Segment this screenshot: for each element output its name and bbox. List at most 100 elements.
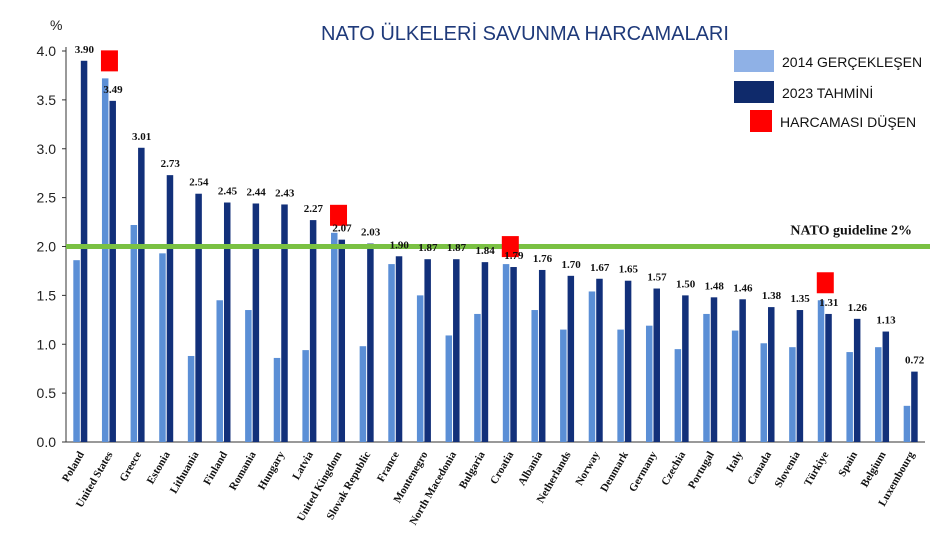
value-label: 1.46 xyxy=(733,282,753,294)
category-label: Türkiye xyxy=(802,449,831,488)
value-label: 1.26 xyxy=(848,302,868,314)
value-label: 1.13 xyxy=(876,315,896,327)
bar-2023 xyxy=(596,278,603,442)
y-tick-label: 0.5 xyxy=(37,385,57,401)
category-label: Germany xyxy=(627,449,660,494)
value-label: 1.57 xyxy=(647,272,667,284)
value-label: 3.01 xyxy=(132,131,151,143)
value-label: 1.67 xyxy=(590,262,610,274)
category-label: Estonia xyxy=(145,449,173,486)
legend-label: HARCAMASI DÜŞEN xyxy=(780,113,916,130)
value-label: 1.70 xyxy=(561,259,581,271)
category-label: Poland xyxy=(60,450,87,485)
y-tick-label: 2.5 xyxy=(37,190,57,206)
category-label: Norway xyxy=(573,449,602,488)
decrease-markers xyxy=(100,50,834,294)
bar-2014 xyxy=(273,357,281,442)
value-label: 3.90 xyxy=(75,44,95,56)
value-label: 1.50 xyxy=(676,278,696,290)
y-tick-label: 3.0 xyxy=(37,141,57,157)
category-label: Albania xyxy=(516,449,545,488)
chart-title: NATO ÜLKELERİ SAVUNMA HARCAMALARI xyxy=(321,22,729,45)
bar-2014 xyxy=(789,347,796,442)
bar-2023 xyxy=(395,256,403,442)
decrease-marker xyxy=(330,204,348,226)
y-tick-label: 0.0 xyxy=(37,434,57,450)
value-label: 1.65 xyxy=(619,264,639,276)
bar-2023 xyxy=(252,203,260,442)
bar-2023 xyxy=(223,202,231,442)
value-label: 1.90 xyxy=(390,239,410,251)
guideline-label: NATO guideline 2% xyxy=(790,224,912,239)
value-label: 2.43 xyxy=(275,187,295,199)
bar-2014 xyxy=(560,329,567,442)
value-label: 2.27 xyxy=(304,203,324,215)
category-label: Belgium xyxy=(859,450,889,490)
bar-2014 xyxy=(588,291,596,442)
category-label: Romania xyxy=(227,449,259,492)
bar-2014 xyxy=(875,347,882,442)
bar-2014 xyxy=(846,352,853,442)
category-label: France xyxy=(375,449,402,484)
bar-2023 xyxy=(195,193,202,442)
bar-2023 xyxy=(166,175,174,442)
value-label: 1.31 xyxy=(819,297,838,309)
bar-2023 xyxy=(453,259,460,442)
bar-2023 xyxy=(481,262,489,442)
value-label: 1.38 xyxy=(762,290,782,302)
value-label: 1.35 xyxy=(791,293,811,305)
bar-2023 xyxy=(367,243,374,442)
decrease-marker xyxy=(816,272,834,294)
bar-2014 xyxy=(531,310,538,442)
bar-2023 xyxy=(796,310,804,442)
value-label: 1.87 xyxy=(447,242,467,254)
y-tick-label: 1.5 xyxy=(37,287,57,303)
legend: 2014 GERÇEKLEŞEN 2023 TAHMİNİ HARCAMASI DÜ… xyxy=(734,50,922,132)
category-label: Portugal xyxy=(686,450,717,491)
bar-2014 xyxy=(101,78,109,443)
bar-2023 xyxy=(853,318,861,442)
value-label: 1.76 xyxy=(533,253,553,265)
legend-swatch xyxy=(750,110,772,132)
bar-2014 xyxy=(474,313,481,442)
bar-2014 xyxy=(416,295,424,442)
bar-2023 xyxy=(653,288,660,442)
bar-2023 xyxy=(80,60,88,443)
legend-label: 2023 TAHMİNİ xyxy=(782,84,873,101)
bar-2014 xyxy=(445,335,453,442)
axes: 0.0 0.5 1.0 1.5 2.0 2.5 3.0 3.5 4.0 xyxy=(37,43,925,450)
bar-2023 xyxy=(109,100,116,442)
bar-2014 xyxy=(331,232,338,442)
value-label: 2.45 xyxy=(218,186,238,198)
category-label: Czechia xyxy=(659,449,688,488)
value-label: 1.87 xyxy=(418,242,438,254)
value-label: 1.84 xyxy=(476,245,496,257)
category-label: Spain xyxy=(836,450,860,479)
bar-2014 xyxy=(674,349,682,442)
bar-2014 xyxy=(73,260,80,442)
category-label: Italy xyxy=(724,449,746,474)
bar-2014 xyxy=(760,343,768,442)
bar-2014 xyxy=(359,346,367,442)
category-label: Latvia xyxy=(290,449,316,482)
bar-2023 xyxy=(510,267,517,442)
bar-2014 xyxy=(245,310,252,442)
category-label: Canada xyxy=(745,449,774,487)
bars xyxy=(73,60,918,443)
bar-2023 xyxy=(825,313,832,442)
category-label: Lithuania xyxy=(168,449,202,496)
y-tick-label: 3.5 xyxy=(37,92,57,108)
legend-swatch xyxy=(734,81,774,103)
value-label: 0.72 xyxy=(905,355,925,367)
bar-2014 xyxy=(187,355,195,442)
category-label: Slovenia xyxy=(772,449,803,490)
y-tick-label: 2.0 xyxy=(37,239,57,255)
bar-2023 xyxy=(538,269,546,442)
bar-2023 xyxy=(882,331,890,442)
decrease-marker xyxy=(100,50,118,72)
legend-swatch xyxy=(734,50,774,72)
category-label: Hungary xyxy=(256,449,288,492)
bar-2014 xyxy=(731,330,739,442)
